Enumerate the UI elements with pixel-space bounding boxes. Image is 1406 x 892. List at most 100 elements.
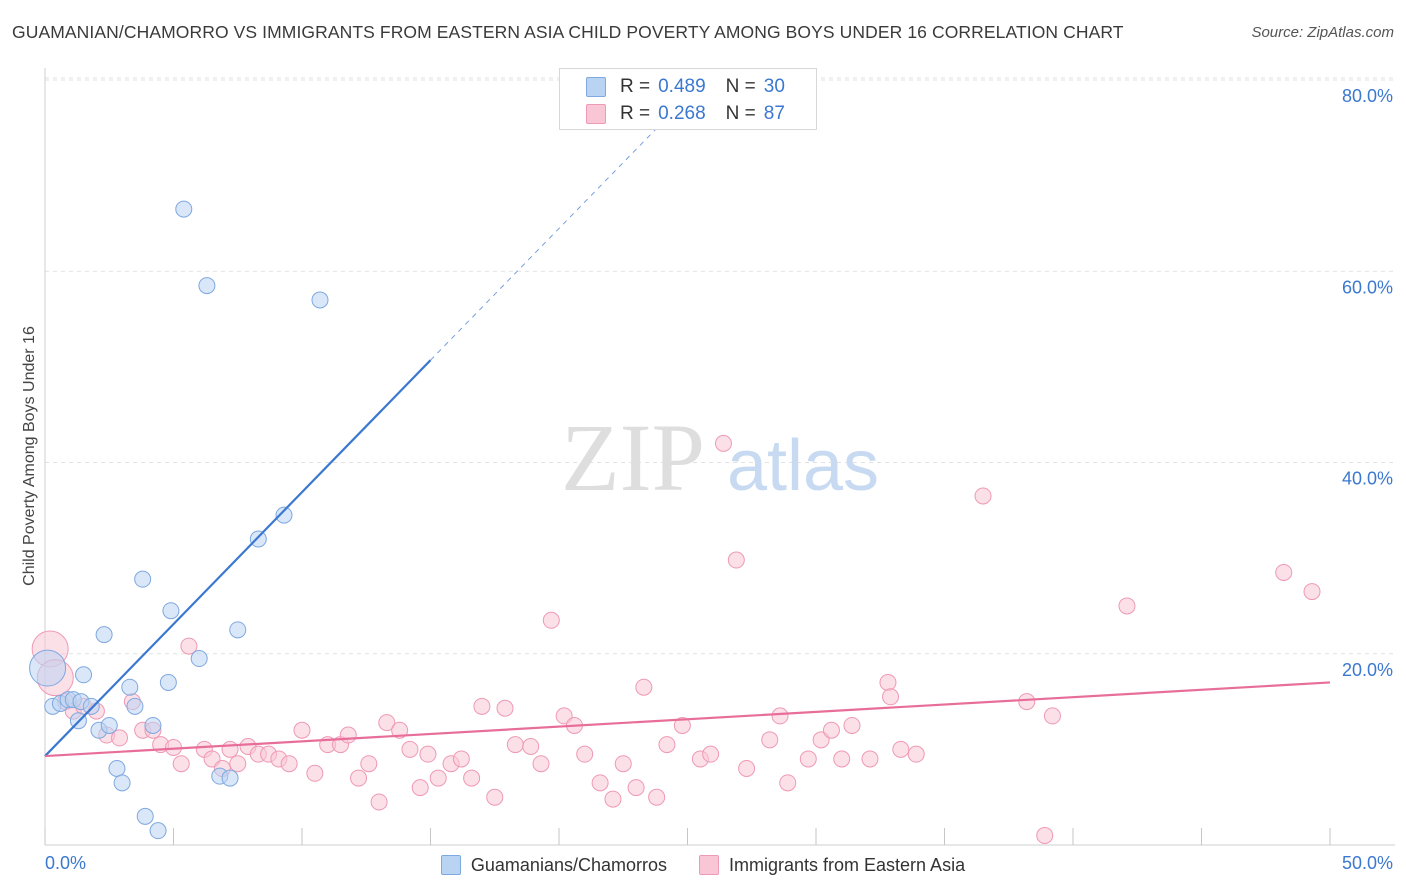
legend-swatch-pink <box>586 104 606 124</box>
grid-lines <box>45 77 1395 655</box>
pink-point <box>771 707 789 725</box>
blue-point <box>121 678 139 696</box>
blue-point <box>162 602 180 620</box>
legend-swatch-blue <box>586 77 606 97</box>
watermark-zip: ZIP <box>561 404 705 511</box>
blue-point <box>100 716 118 734</box>
pink-point <box>907 745 925 763</box>
pink-point <box>542 611 560 629</box>
pink-point <box>833 750 851 768</box>
blue-point <box>198 277 216 295</box>
pink-point <box>658 736 676 754</box>
blue-point <box>249 530 267 548</box>
pink-point <box>1036 826 1054 844</box>
legend-item-immigrants[interactable]: Immigrants from Eastern Asia <box>699 855 965 876</box>
blue-point <box>159 673 177 691</box>
legend-label-immigrants: Immigrants from Eastern Asia <box>729 854 966 875</box>
pink-point <box>635 678 653 696</box>
pink-point <box>172 755 190 773</box>
pink-point <box>401 740 419 758</box>
pink-point <box>306 764 324 782</box>
pink-point <box>111 729 129 747</box>
pink-point <box>1043 707 1061 725</box>
blue-point <box>149 822 167 840</box>
pink-point <box>843 716 861 734</box>
blue-point <box>95 626 113 644</box>
pink-point <box>1303 583 1321 601</box>
pink-point <box>429 769 447 787</box>
pink-point <box>799 750 817 768</box>
pink-point <box>648 788 666 806</box>
blue-point <box>190 650 208 668</box>
pink-point <box>496 699 514 717</box>
pink-point <box>576 745 594 763</box>
blue-point <box>144 716 162 734</box>
pink-point <box>411 779 429 797</box>
y-axis-label: Child Poverty Among Boys Under 16 <box>21 326 38 586</box>
blue-point <box>75 666 93 684</box>
legend-n-label: N = <box>725 103 756 124</box>
pink-point <box>1018 693 1036 711</box>
pink-point <box>350 769 368 787</box>
pink-point <box>822 721 840 739</box>
pink-point <box>604 790 622 808</box>
pink-point <box>1275 563 1293 581</box>
y-tick-label: 60.0% <box>1342 277 1393 297</box>
y-tick-label: 40.0% <box>1342 469 1393 489</box>
legend-item-guamanians[interactable]: Guamanians/Chamorros <box>440 855 667 876</box>
pink-point <box>779 774 797 792</box>
legend-row-blue: R = 0.489 N = 30 <box>560 74 785 100</box>
blue-point <box>126 697 144 715</box>
blue-trend-extension <box>430 122 663 361</box>
pink-point <box>229 755 247 773</box>
pink-point <box>452 750 470 768</box>
y-tick-label: 20.0% <box>1342 660 1393 680</box>
blue-point <box>134 570 152 588</box>
pink-point <box>1118 597 1136 615</box>
pink-point <box>738 760 756 777</box>
pink-point <box>673 716 691 734</box>
legend-n-label: N = <box>725 76 756 97</box>
legend-n-value-blue: 30 <box>763 76 785 97</box>
pink-point <box>280 755 298 773</box>
legend-row-pink: R = 0.268 N = 87 <box>560 101 785 127</box>
axes <box>44 68 1395 846</box>
pink-point <box>463 769 481 787</box>
blue-points-layer <box>29 200 329 840</box>
legend-r-value-pink: 0.268 <box>658 103 706 124</box>
pink-point <box>378 714 396 732</box>
pink-point <box>221 740 239 758</box>
pink-points-layer <box>31 434 1321 844</box>
pink-point <box>702 745 720 763</box>
pink-point <box>522 738 540 756</box>
watermark-atlas: atlas <box>727 426 879 506</box>
pink-point <box>727 551 745 569</box>
pink-point <box>339 726 357 744</box>
pink-point <box>360 755 378 773</box>
pink-trend-line <box>44 681 1331 758</box>
pink-point <box>391 721 409 739</box>
pink-point <box>591 774 609 792</box>
pink-point <box>882 688 900 706</box>
pink-point <box>627 779 645 797</box>
pink-point <box>293 721 311 739</box>
pink-point <box>473 697 491 715</box>
legend-n-value-pink: 87 <box>763 103 785 124</box>
blue-point <box>311 291 329 309</box>
blue-point <box>82 697 100 715</box>
tick-labels: 20.0% 40.0% 60.0% 80.0% 0.0% 50.0% <box>45 86 1393 873</box>
blue-point <box>229 621 247 639</box>
pink-point <box>419 745 437 763</box>
pink-point <box>506 736 524 754</box>
pink-point <box>714 434 732 452</box>
x-tick-label: 50.0% <box>1342 853 1393 873</box>
blue-point <box>108 760 126 777</box>
blue-point <box>175 200 193 218</box>
pink-point <box>486 788 504 806</box>
blue-point <box>113 774 131 792</box>
source-label: Source: ZipAtlas.com <box>1251 24 1394 41</box>
pink-point <box>614 755 632 773</box>
pink-point <box>974 487 992 505</box>
pink-point <box>370 793 388 811</box>
